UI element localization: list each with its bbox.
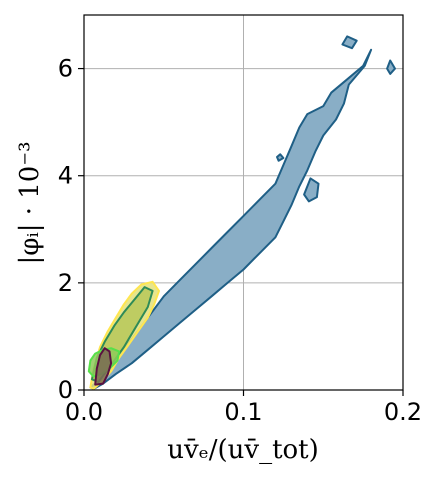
contour-region-series-0	[89, 48, 373, 390]
contour-region-series-4	[94, 347, 113, 386]
x-axis-label: uv̄ₑ/(uv̄_tot)	[167, 435, 319, 465]
axis-ticks: 0.0 0.1 0.2 0 2 4 6	[58, 55, 422, 426]
y-tick-label: 6	[58, 55, 73, 83]
x-tick-label: 0.1	[224, 398, 262, 426]
contour-region-series-0	[303, 177, 320, 203]
plot-area	[83, 14, 404, 391]
y-tick-label: 2	[58, 269, 73, 297]
contour-region-series-0	[276, 153, 285, 162]
x-tick-label: 0.0	[65, 398, 103, 426]
contour-region-series-0	[386, 59, 396, 75]
y-tick-label: 0	[58, 376, 73, 404]
contour-region-series-0	[341, 35, 358, 50]
y-tick-label: 4	[58, 162, 73, 190]
x-tick-label: 0.2	[384, 398, 422, 426]
y-axis-label: |φᵢ| · 10⁻³	[15, 142, 45, 265]
